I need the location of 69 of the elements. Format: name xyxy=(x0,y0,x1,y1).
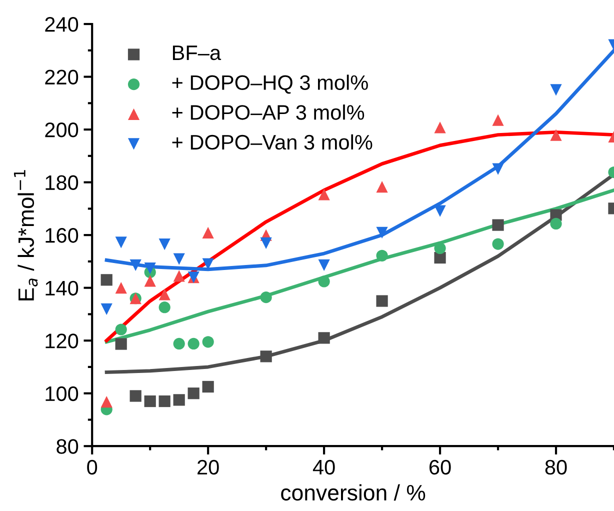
y-tick-label: 160 xyxy=(46,228,78,243)
y-tick-label: 140 xyxy=(46,280,78,296)
point xyxy=(100,303,112,315)
x-tick-label: 40 xyxy=(312,460,335,475)
point xyxy=(158,395,170,408)
point xyxy=(188,388,200,400)
point xyxy=(376,180,388,193)
line-series xyxy=(104,130,614,342)
point xyxy=(260,350,272,362)
y-axis-title: E$_{a}$ / kJ*mol$^{−1}$ xyxy=(14,170,38,300)
point xyxy=(492,219,504,231)
point xyxy=(550,84,562,96)
point xyxy=(173,253,185,265)
point xyxy=(173,270,185,282)
point xyxy=(550,218,562,230)
y-tick-label: 120 xyxy=(46,334,78,348)
x-axis-title: conversion / % xyxy=(281,484,426,501)
point xyxy=(202,336,214,348)
point xyxy=(434,122,446,134)
point xyxy=(492,163,504,175)
point xyxy=(130,259,142,271)
point xyxy=(492,114,504,126)
point xyxy=(318,188,330,200)
point xyxy=(130,390,142,402)
point xyxy=(376,226,388,238)
point xyxy=(158,238,170,250)
legend-label: + DOPO–AP 3 mol% xyxy=(172,104,364,120)
point xyxy=(144,395,156,408)
legend-label: + DOPO–HQ 3 mol% xyxy=(172,74,368,94)
point xyxy=(173,338,185,350)
y-tick-label: 200 xyxy=(45,122,78,138)
point xyxy=(318,276,330,288)
point xyxy=(434,242,446,254)
legend-label: BF–a xyxy=(172,46,222,60)
point xyxy=(115,236,127,248)
point xyxy=(188,338,200,350)
point xyxy=(376,295,388,307)
point xyxy=(115,282,127,294)
y-tick-label: 100 xyxy=(46,386,78,402)
point xyxy=(434,252,446,264)
y-tick-label: 240 xyxy=(45,17,78,32)
point xyxy=(376,250,388,262)
point xyxy=(550,129,562,141)
point xyxy=(202,226,214,238)
point xyxy=(260,292,272,304)
x-tick-label: 0 xyxy=(87,460,98,475)
point xyxy=(173,394,185,406)
line-series xyxy=(104,188,614,344)
point xyxy=(158,302,170,314)
point xyxy=(144,275,156,287)
point xyxy=(260,237,272,250)
point xyxy=(100,274,112,286)
point xyxy=(318,332,330,344)
x-tick-label: 20 xyxy=(198,460,219,475)
x-tick-label: 60 xyxy=(430,460,451,475)
point xyxy=(115,324,127,336)
point xyxy=(115,338,127,350)
point xyxy=(158,288,170,300)
y-tick-label: 220 xyxy=(45,70,78,85)
y-tick-label: 80 xyxy=(56,439,78,454)
point xyxy=(434,205,446,217)
point xyxy=(318,259,330,271)
legend-label: + DOPO–Van 3 mol% xyxy=(172,134,372,150)
point xyxy=(144,262,156,274)
point xyxy=(492,238,504,250)
point xyxy=(202,380,214,393)
y-tick-label: 180 xyxy=(46,175,78,190)
x-tick-label: 80 xyxy=(545,460,567,475)
point xyxy=(100,396,112,408)
